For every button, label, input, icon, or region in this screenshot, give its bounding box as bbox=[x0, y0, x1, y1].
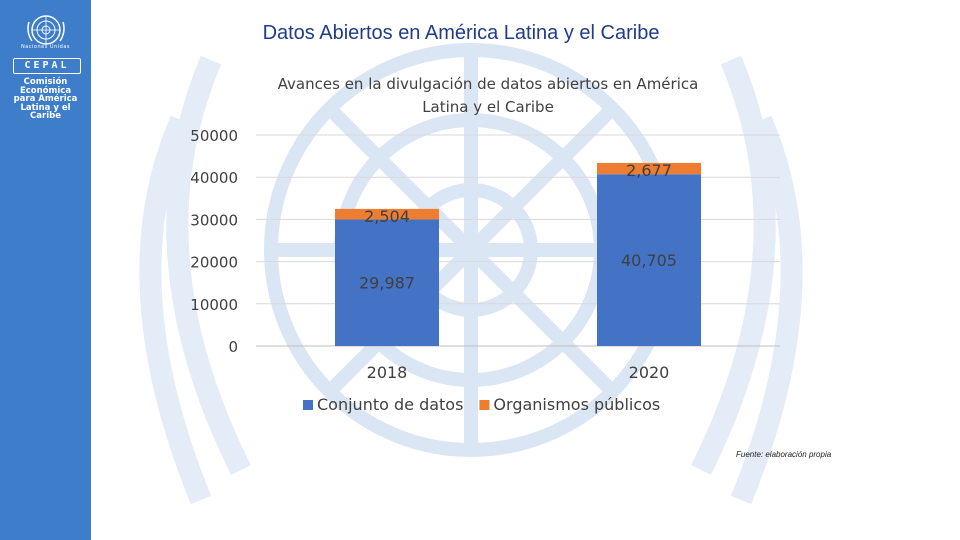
org-name-line: Caribe bbox=[30, 111, 61, 121]
bar-segment bbox=[597, 162, 701, 175]
data-label: 29,987 bbox=[359, 274, 415, 293]
legend-swatch bbox=[303, 400, 313, 410]
legend-swatch bbox=[479, 400, 490, 410]
bars: 29,987 2,504 2018 40,705 2,677 2020 bbox=[335, 161, 701, 382]
y-tick-label: 50000 bbox=[190, 127, 238, 145]
org-name-line: Latina y el bbox=[20, 102, 71, 113]
org-name-line: Comisión bbox=[23, 77, 68, 87]
y-axis: 0 10000 20000 30000 40000 50000 bbox=[190, 127, 238, 356]
x-tick-label: 2020 bbox=[629, 363, 670, 382]
un-emblem-icon bbox=[27, 15, 65, 45]
un-caption: Naciones Unidas bbox=[20, 44, 70, 50]
chart-title-line: Latina y el Caribe bbox=[422, 98, 554, 116]
legend-label: Organismos públicos bbox=[493, 395, 660, 414]
y-tick-label: 30000 bbox=[190, 211, 238, 229]
x-tick-label: 2018 bbox=[367, 363, 408, 382]
y-tick-label: 20000 bbox=[190, 254, 238, 272]
page-title: Datos Abiertos en América Latina y el Ca… bbox=[262, 22, 660, 44]
bar-segment bbox=[597, 174, 701, 346]
y-tick-label: 40000 bbox=[190, 169, 238, 187]
stacked-bar-chart: Avances en la divulgación de datos abier… bbox=[190, 75, 780, 414]
data-label: 40,705 bbox=[621, 251, 677, 270]
data-label: 2,677 bbox=[626, 161, 672, 180]
chart-title-line: Avances en la divulgación de datos abier… bbox=[278, 75, 699, 93]
source-note: Fuente: elaboración propia bbox=[736, 450, 832, 459]
bar-segment bbox=[335, 219, 439, 346]
org-name-line: Económica bbox=[19, 85, 72, 96]
sidebar: Naciones Unidas CEPAL Comisión Económica… bbox=[0, 0, 91, 540]
cepal-logo: CEPAL bbox=[13, 58, 81, 74]
data-label: 2,504 bbox=[364, 207, 410, 226]
y-tick-label: 10000 bbox=[190, 296, 238, 314]
org-name-line: para América bbox=[13, 94, 78, 104]
bar-segment bbox=[335, 208, 439, 220]
gridlines bbox=[256, 134, 780, 347]
y-tick-label: 0 bbox=[228, 338, 238, 356]
legend-label: Conjunto de datos bbox=[317, 395, 463, 414]
legend: Conjunto de datos Organismos públicos bbox=[303, 395, 660, 414]
org-name: Comisión Económica para América Latina y… bbox=[0, 78, 91, 121]
